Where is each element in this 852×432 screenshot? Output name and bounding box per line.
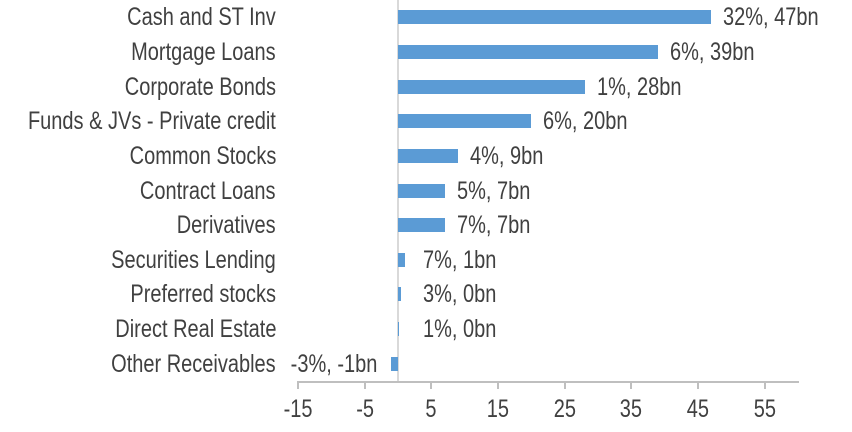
bar [398,148,458,163]
x-axis-tick-label: 15 [448,396,548,422]
category-label-text: Contract Loans [140,176,276,205]
data-label: -3%, -1bn [269,349,378,378]
bar [398,44,658,59]
category-label-text: Other Receivables [111,349,276,378]
category-label: Securities Lending [70,247,276,273]
data-label: 5%, 7bn [457,178,549,204]
bar [398,287,401,302]
category-label: Mortgage Loans [95,39,276,65]
data-label: 6%, 20bn [543,108,649,134]
x-axis-tick [430,381,433,389]
bar [391,356,398,371]
category-label: Contract Loans [106,178,276,204]
x-axis-tick-label-text: 25 [553,395,576,423]
data-label: 3%, 0bn [423,281,515,307]
category-label: Direct Real Estate [75,316,276,342]
x-axis-tick-label-text: 15 [486,395,510,423]
bar [398,252,405,267]
bar [398,79,585,94]
x-axis-tick-label: -15 [248,396,348,422]
category-label: Preferred stocks [94,281,276,307]
x-axis-line [297,381,799,383]
x-axis-tick-label: -5 [315,396,415,422]
x-axis-tick-label-text: 45 [686,395,710,423]
data-label: 7%, 1bn [423,247,515,273]
data-label: 1%, 28bn [597,74,703,100]
category-label-text: Mortgage Loans [131,37,276,66]
category-label: Corporate Bonds [87,74,276,100]
data-label-text: 7%, 1bn [423,245,497,274]
category-label-text: Corporate Bonds [124,72,276,101]
data-label-text: 3%, 0bn [423,280,497,309]
x-axis-tick-label: 25 [515,396,615,422]
x-axis-tick [630,381,633,389]
category-label-text: Securities Lending [111,245,276,274]
x-axis-tick [363,381,366,389]
x-axis-tick [697,381,699,389]
bar [398,218,445,233]
data-label-text: 7%, 7bn [456,211,531,240]
data-label: 7%, 7bn [457,212,549,238]
data-label-text: 1%, 0bn [423,315,497,344]
data-label-text: 1%, 28bn [596,72,682,101]
x-axis-tick [497,381,499,389]
category-label-text: Cash and ST Inv [127,3,276,32]
data-label-text: 5%, 7bn [456,176,531,205]
bar [398,114,532,129]
data-label: 6%, 39bn [670,39,776,65]
category-label: Other Receivables [70,351,276,377]
bar [398,183,445,198]
x-axis-tick [763,381,766,389]
data-label-text: 4%, 9bn [470,141,544,170]
x-axis-tick-label-text: 5 [425,395,437,423]
data-label-text: 6%, 20bn [543,107,628,136]
data-label: 1%, 0bn [423,316,515,342]
x-axis-tick-label-text: -15 [283,395,313,423]
x-axis-tick-label: 55 [715,396,815,422]
x-axis-tick [296,381,299,389]
category-label-text: Common Stocks [129,141,276,170]
x-axis-tick-label-text: -5 [355,395,374,423]
category-label-text: Direct Real Estate [114,315,276,344]
x-axis-tick-label: 5 [381,396,481,422]
category-label: Cash and ST Inv [90,4,276,30]
category-label-text: Derivatives [177,211,276,240]
category-label: Derivatives [152,212,276,238]
x-axis-tick [563,381,566,389]
x-axis-tick-label-text: 55 [753,395,776,423]
x-axis-tick-label: 45 [648,396,748,422]
x-axis-tick-label: 35 [581,396,681,422]
category-label-text: Preferred stocks [130,280,276,309]
x-axis-tick-label-text: 35 [620,395,643,423]
data-label: 32%, 47bn [723,4,843,30]
category-label: Funds & JVs - Private credit [0,108,276,134]
bar [398,10,712,25]
data-label-text: 6%, 39bn [670,37,755,66]
bar [398,322,399,337]
data-label-text: 32%, 47bn [723,3,819,32]
category-label-text: Funds & JVs - Private credit [28,107,276,136]
data-label: 4%, 9bn [470,143,562,169]
data-label-text: -3%, -1bn [290,349,378,378]
category-label: Common Stocks [93,143,276,169]
